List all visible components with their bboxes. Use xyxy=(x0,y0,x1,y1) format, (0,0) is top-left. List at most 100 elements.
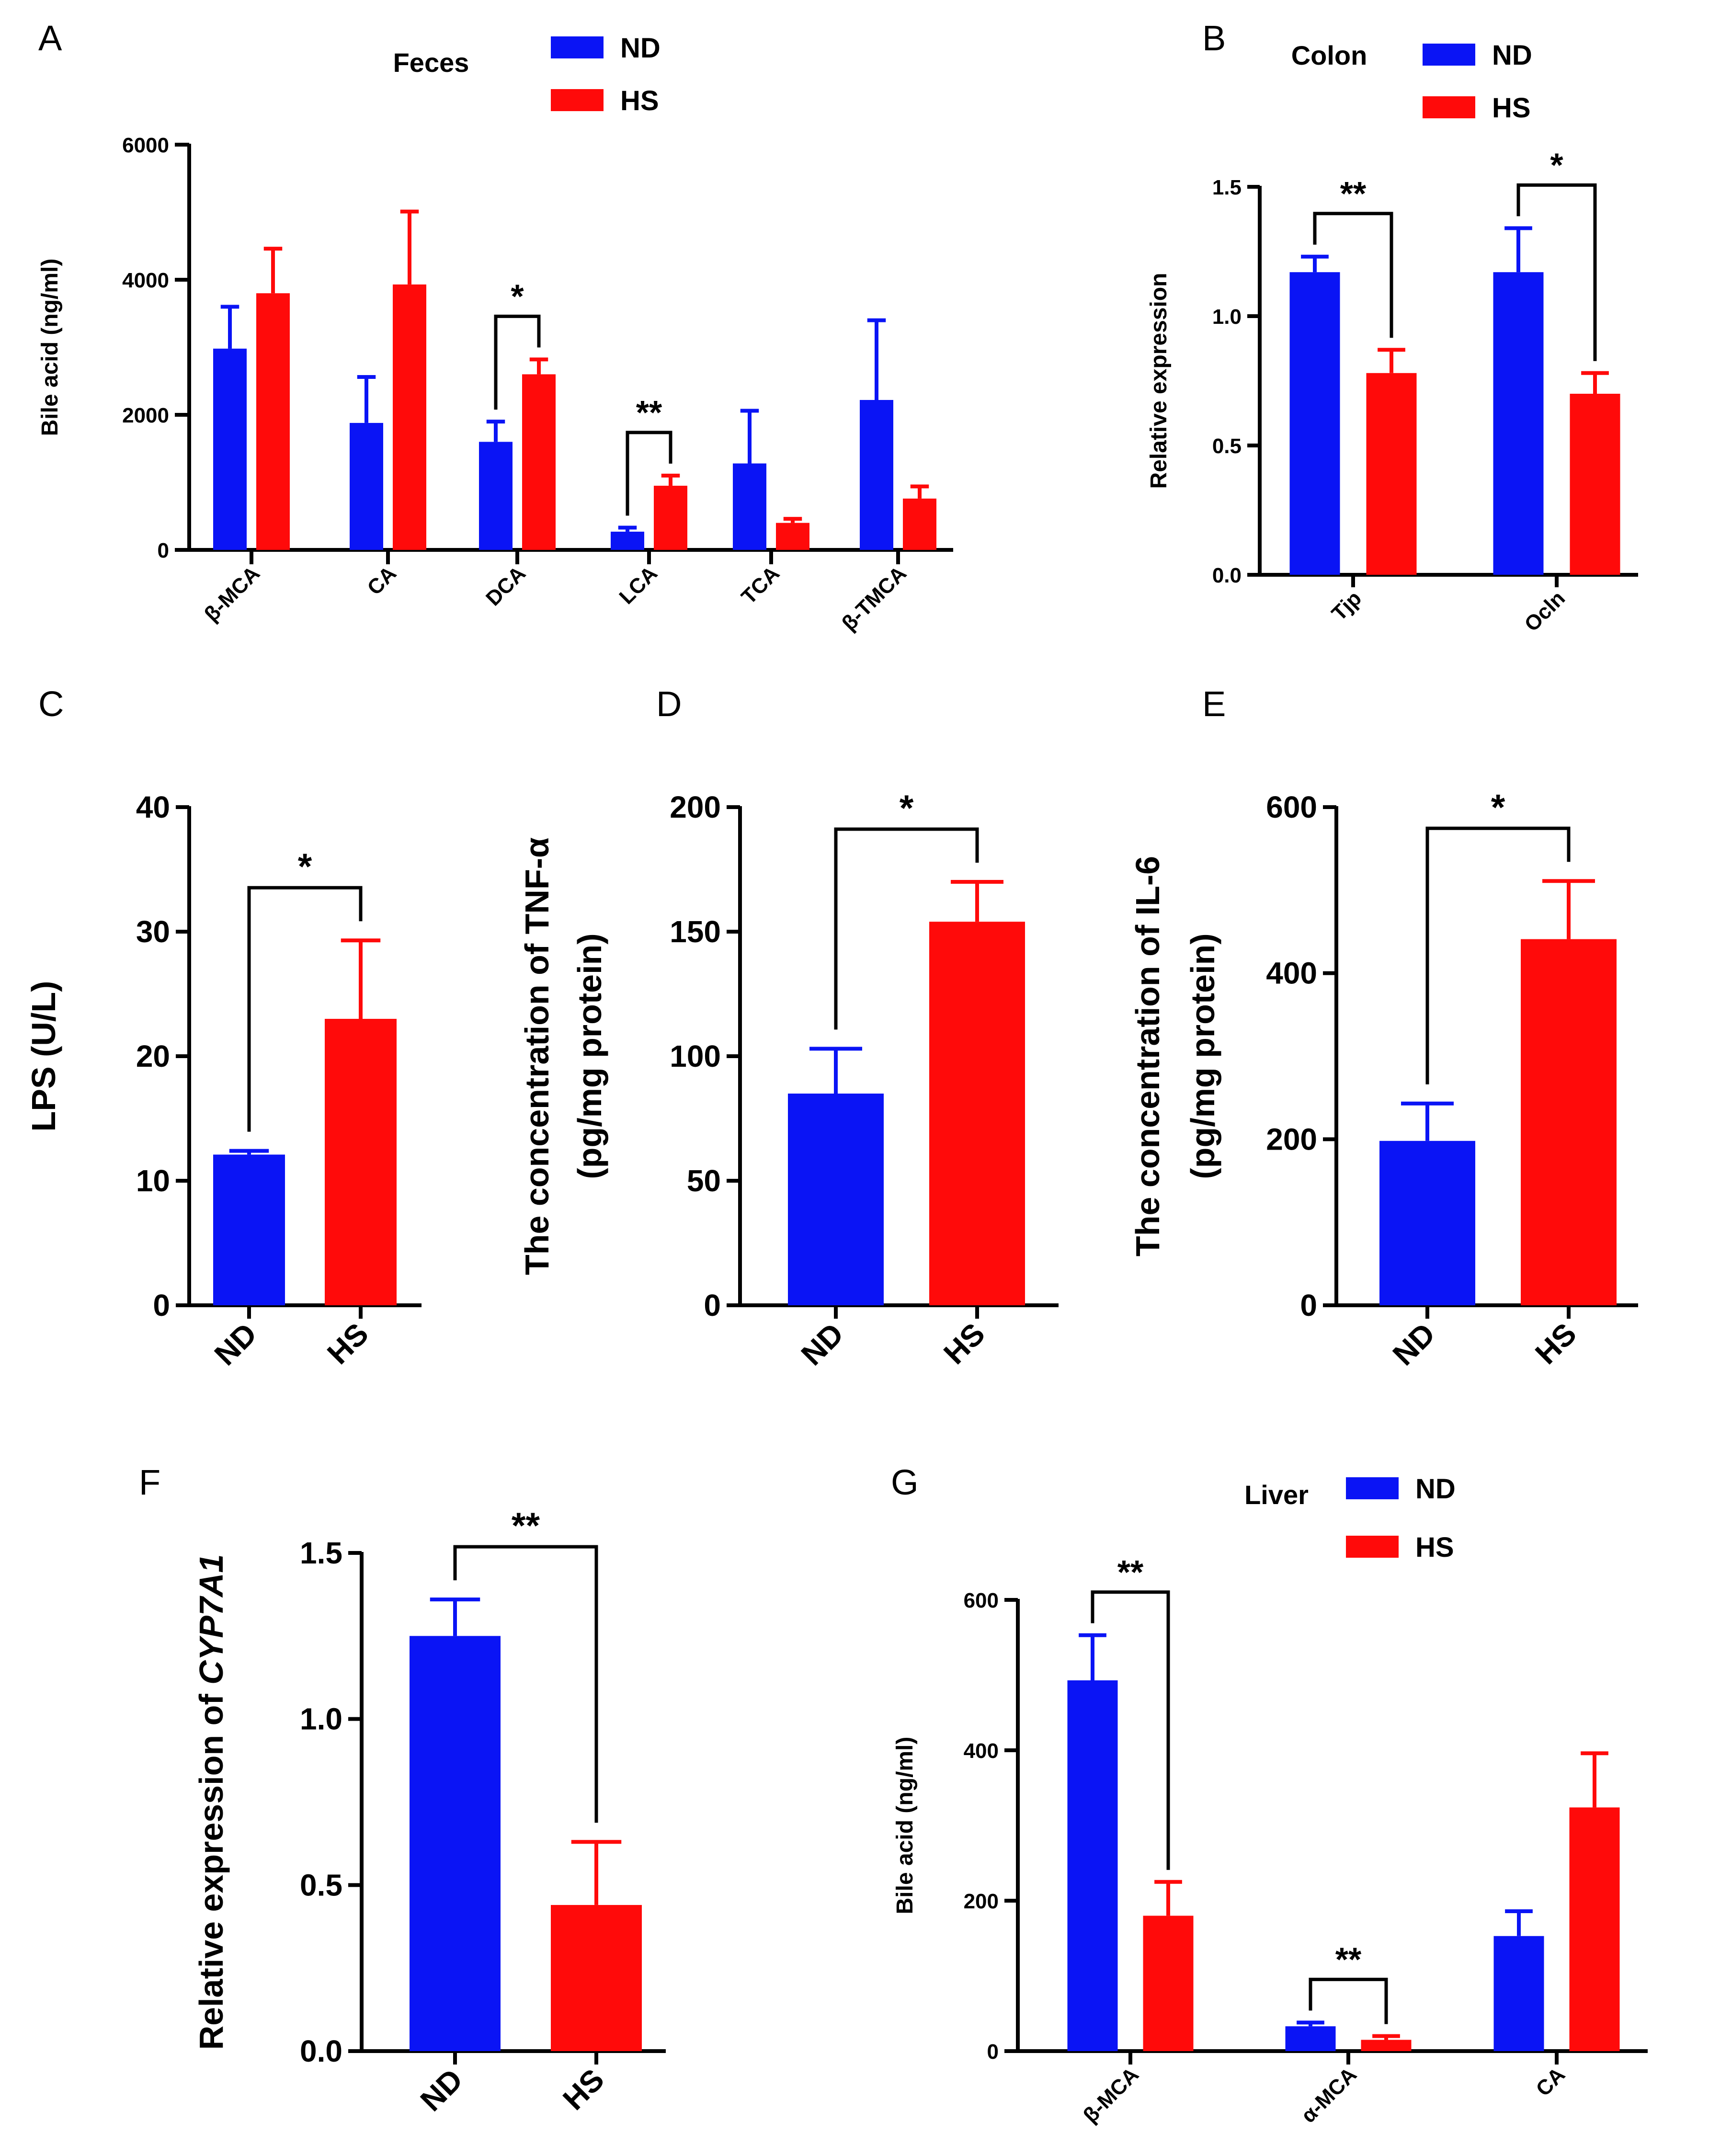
panel-d-y-label-line2: (pg/mg protein) xyxy=(571,933,608,1179)
panel-c-x-tick-label: HS xyxy=(320,1316,375,1371)
panel-c-y-tick-label: 20 xyxy=(136,1039,170,1073)
panel-d-x-tick-label: ND xyxy=(795,1316,850,1372)
panel-g-bar-nd xyxy=(1493,1936,1544,2051)
panel-g-y-tick-label: 600 xyxy=(964,1589,999,1612)
panel-a-y-label: Bile acid (ng/ml) xyxy=(37,259,63,436)
panel-d-y-tick-label: 50 xyxy=(687,1164,721,1198)
panel-f-x-tick-label: HS xyxy=(556,2062,611,2117)
panel-e-x-tick-label: ND xyxy=(1386,1316,1442,1372)
panel-c-bar-nd xyxy=(213,1154,285,1305)
panel-a-y-tick-label: 6000 xyxy=(122,134,169,157)
panel-f: F 0.0 0.5 1.0 1.5 Relative expression of CYP7… xyxy=(139,1462,666,2118)
panel-a-bar-nd xyxy=(733,463,766,550)
panel-a-y-tick-label: 4000 xyxy=(122,269,169,292)
panel-b-y-label: Relative expression xyxy=(1146,273,1172,489)
panel-d-y-tick-label: 150 xyxy=(670,914,721,949)
panel-g-y-tick-label: 0 xyxy=(987,2040,999,2064)
panel-b-bar-nd xyxy=(1493,272,1544,575)
panel-b-bar-nd xyxy=(1289,272,1340,575)
panel-e-y-label-line2: (pg/mg protein) xyxy=(1184,933,1221,1179)
panel-d-letter: D xyxy=(656,684,682,724)
panel-e-bracket xyxy=(1425,826,1571,1084)
panel-e-y-label-line1: The concentration of IL-6 xyxy=(1129,856,1166,1256)
panel-f-significance-label: ** xyxy=(512,1506,540,1546)
panel-a-bar-hs xyxy=(654,486,687,550)
panel-a-bar-hs xyxy=(903,498,936,550)
panel-g-x-tick-label: CA xyxy=(1531,2063,1570,2101)
panel-a-bar-hs xyxy=(393,284,426,550)
panel-a-bar-hs xyxy=(522,374,556,550)
panel-b-letter: B xyxy=(1202,18,1226,58)
panel-c-significance-label: * xyxy=(298,846,312,887)
panel-b-title: Colon xyxy=(1291,40,1367,70)
panel-a-letter: A xyxy=(38,18,62,58)
panel-b-y-tick-label: 0.5 xyxy=(1212,434,1242,458)
panel-e-y-tick-label: 600 xyxy=(1266,790,1317,824)
panel-e-y-tick-label: 0 xyxy=(1300,1288,1317,1323)
panel-g-bar-hs xyxy=(1143,1916,1194,2051)
panel-f-letter: F xyxy=(139,1462,160,1502)
panel-b-legend-label-nd: ND xyxy=(1492,40,1532,71)
panel-a-x-tick-label: CA xyxy=(363,561,401,600)
panel-a-x-tick-label: LCA xyxy=(615,561,662,609)
panel-a: A Feces 0 2000 4000 6000 Bile acid (ng/ml) β-MC… xyxy=(37,18,953,635)
panel-f-bar-nd xyxy=(410,1636,501,2051)
panel-g-y-label: Bile acid (ng/ml) xyxy=(892,1737,918,1915)
panel-a-bar-nd xyxy=(479,442,513,550)
panel-f-y-label: Relative expression of CYP7A1 xyxy=(193,1554,230,2050)
panel-e-letter: E xyxy=(1202,684,1226,724)
panel-c-y-tick-label: 0 xyxy=(153,1288,170,1323)
panel-a-x-tick-label: β-TMCA xyxy=(837,561,911,635)
panel-e-y-tick-label: 400 xyxy=(1266,956,1317,991)
panel-d-bracket xyxy=(834,827,979,1030)
panel-a-bar-hs xyxy=(776,523,809,550)
panel-b-bar-hs xyxy=(1570,394,1620,575)
panel-d-y-label-line1: The concentration of TNF-α xyxy=(518,837,556,1275)
panel-b-x-tick-label: Ocln xyxy=(1520,586,1570,636)
panel-a-legend-swatch-hs xyxy=(551,89,604,111)
panel-d-bar-nd xyxy=(788,1094,884,1305)
panel-g-letter: G xyxy=(891,1462,919,1502)
panel-d-y-tick-label: 0 xyxy=(704,1288,721,1323)
panel-a-bracket xyxy=(626,431,672,516)
panel-d: D 0 50 100 150 200 The concentration of TNF-α (… xyxy=(518,684,1059,1372)
panel-f-bracket xyxy=(453,1545,598,1823)
panel-d-y-tick-label: 200 xyxy=(670,790,721,824)
panel-f-y-tick-label: 1.5 xyxy=(300,1536,342,1570)
panel-c-y-tick-label: 10 xyxy=(136,1164,170,1198)
panel-a-legend-swatch-nd xyxy=(551,36,604,58)
panel-a-bar-nd xyxy=(860,399,893,550)
panel-d-x-tick-label: HS xyxy=(937,1316,991,1371)
panel-a-legend-label-nd: ND xyxy=(620,33,661,64)
panel-g: G Liver 0 200 400 600 Bile acid (ng/ml) β-MCA α-… xyxy=(891,1462,1648,2127)
panel-d-significance-label: * xyxy=(900,788,914,829)
panel-g-bracket xyxy=(1091,1590,1170,1870)
panel-b-significance-label: * xyxy=(1550,146,1563,183)
panel-c-bracket xyxy=(247,886,363,1132)
panel-g-significance-label: ** xyxy=(1335,1940,1362,1978)
panel-g-bar-hs xyxy=(1569,1807,1620,2051)
panel-c-y-tick-label: 40 xyxy=(136,790,170,824)
panel-a-x-tick-label: TCA xyxy=(737,561,784,609)
panel-f-y-tick-label: 0.5 xyxy=(300,1868,342,1902)
panel-c-y-tick-label: 30 xyxy=(136,914,170,949)
panel-e-bar-nd xyxy=(1379,1141,1475,1305)
panel-d-bar-hs xyxy=(929,922,1025,1305)
panel-g-bar-nd xyxy=(1285,2026,1336,2051)
panel-f-y-label-gene: CYP7A1 xyxy=(193,1554,230,1685)
panel-g-bar-hs xyxy=(1361,2040,1412,2051)
panel-c-bar-hs xyxy=(325,1019,397,1305)
panel-a-bar-nd xyxy=(611,531,644,550)
panel-b: B Colon 0.0 0.5 1.0 1.5 Relative expression Tjp… xyxy=(1146,18,1638,636)
panel-g-legend-label-hs: HS xyxy=(1415,1532,1454,1563)
panel-g-significance-label: ** xyxy=(1117,1553,1144,1591)
panel-a-x-tick-label: β-MCA xyxy=(200,561,264,626)
panel-e-significance-label: * xyxy=(1491,787,1505,828)
panel-a-bar-nd xyxy=(350,422,383,550)
panel-g-bar-nd xyxy=(1067,1680,1118,2051)
panel-b-bar-hs xyxy=(1366,373,1417,575)
panel-g-legend-label-nd: ND xyxy=(1415,1473,1456,1505)
panel-f-y-tick-label: 1.0 xyxy=(300,1702,342,1736)
panel-g-x-tick-label: α-MCA xyxy=(1297,2063,1361,2127)
